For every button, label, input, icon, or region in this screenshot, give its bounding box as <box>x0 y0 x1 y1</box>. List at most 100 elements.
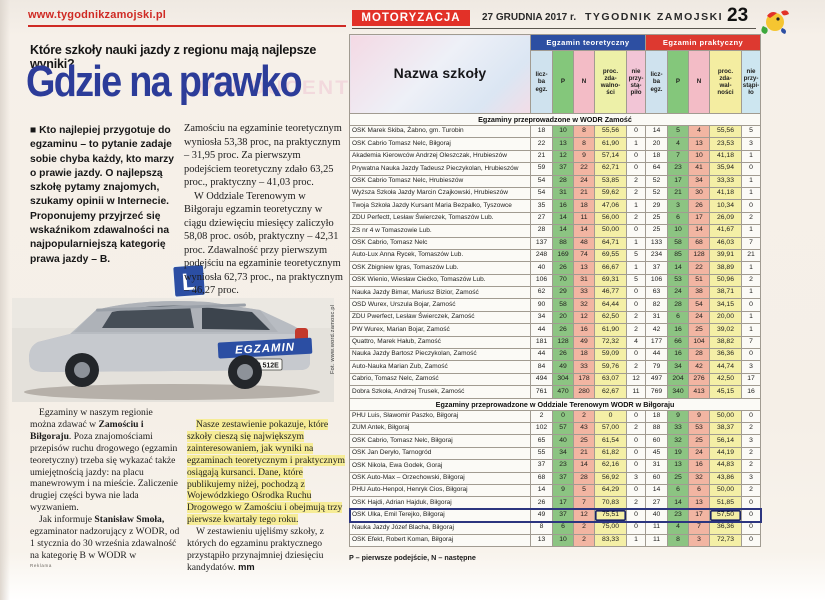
value-cell: 35 <box>530 199 553 213</box>
value-cell: 12 <box>573 508 595 523</box>
school-name: OSK Efekt, Robert Koman, Biłgoraj <box>349 533 531 547</box>
value-cell: 25 <box>688 434 710 448</box>
value-cell: 27 <box>530 211 553 226</box>
school-name: Cabrio, Tomasz Nelc, Zamość <box>349 372 531 387</box>
value-cell: 25 <box>667 471 689 485</box>
value-cell: 14 <box>667 261 689 275</box>
value-cell: 1 <box>740 149 762 164</box>
value-cell: 63 <box>645 286 668 300</box>
value-cell: 13 <box>573 261 595 275</box>
value-cell: 6 <box>667 310 689 325</box>
value-cell: 56,92 <box>594 471 627 485</box>
value-cell: 1 <box>740 186 762 201</box>
section-banner: MOTORYZACJA <box>352 10 470 26</box>
value-cell: 3 <box>740 137 762 151</box>
school-name: PHU Auto-Henpol, Henryk Cios, Biłgoraj <box>349 483 531 498</box>
value-cell: 35,94 <box>709 162 742 176</box>
value-cell: 59 <box>530 162 553 176</box>
value-cell: 30 <box>688 186 710 201</box>
value-cell: 14 <box>645 483 668 498</box>
col-header-practical-pass: P <box>667 50 689 114</box>
school-name: Auto-Lux Anna Rycek, Tomaszów Lub. <box>349 248 531 263</box>
value-cell: 128 <box>688 248 710 263</box>
value-cell: 38,71 <box>709 286 742 300</box>
value-cell: 14 <box>667 496 689 510</box>
value-cell: 11 <box>645 533 668 547</box>
value-cell: 40 <box>530 261 553 275</box>
school-name: OSK Auto-Max – Orzechowski, Biłgoraj <box>349 471 531 485</box>
value-cell: 0 <box>626 162 646 176</box>
value-cell: 57,00 <box>594 421 627 436</box>
value-cell: 0 <box>626 224 646 238</box>
value-cell: 26 <box>688 199 710 213</box>
value-cell: 55,56 <box>709 124 742 139</box>
value-cell: 16 <box>573 323 595 337</box>
value-cell: 2 <box>740 421 762 436</box>
value-cell: 29 <box>645 199 668 213</box>
school-name: Prywatna Nauka Jazdy Tadeusz Pieczykolan… <box>349 162 531 176</box>
paragraph: Jak informuje Stanisław Smoła, egzaminat… <box>30 514 180 561</box>
school-name: Twoja Szkoła Jazdy Kursant Maria Bezpalk… <box>349 199 531 213</box>
value-cell: 3 <box>688 533 710 547</box>
value-cell: 14 <box>552 211 574 226</box>
value-cell: 0 <box>626 124 646 139</box>
value-cell: 64 <box>645 162 668 176</box>
page-number: 23 <box>727 5 749 26</box>
school-name: OSK Cabrio Tomasz Nelc, Hrubieszów <box>349 174 531 188</box>
value-cell: 17 <box>667 174 689 188</box>
value-cell: 9 <box>667 409 689 424</box>
value-cell: 33 <box>573 360 595 374</box>
school-name: OSK Wienio, Wiesław Ciećko, Tomaszów Lub… <box>349 273 531 288</box>
value-cell: 8 <box>573 137 595 151</box>
red-rule <box>28 25 346 27</box>
school-name: PW Wurex, Marian Bojar, Zamość <box>349 323 531 337</box>
value-cell: 45,15 <box>709 385 742 399</box>
school-name: OSK Zbigniew Igras, Tomaszów Lub. <box>349 261 531 275</box>
table-row: PW Wurex, Marian Bojar, Zamość 44 26 16 61,9… <box>349 323 762 337</box>
value-cell: 44,19 <box>709 446 742 461</box>
value-cell: 0 <box>740 496 762 510</box>
showthrough-ghost-text: PRODUCENT <box>198 78 351 99</box>
value-cell: 17 <box>688 211 710 226</box>
value-cell: 21 <box>667 186 689 201</box>
section-header-row: Egzaminy przeprowadzone w Oddziale Teren… <box>348 397 762 411</box>
value-cell: 106 <box>645 273 668 288</box>
value-cell: 23,53 <box>709 137 742 151</box>
value-cell: 11 <box>573 211 595 226</box>
value-cell: 53 <box>688 421 710 436</box>
school-name: OSK Cabrio, Tomasz Nelc <box>349 236 531 250</box>
value-cell: 2 <box>626 310 646 325</box>
value-cell: 181 <box>530 335 553 350</box>
results-table: Nazwa szkoły Egzamin teoretyczny Egzamin… <box>348 34 762 547</box>
value-cell: 2 <box>626 421 646 436</box>
value-cell: 20 <box>645 137 668 151</box>
practical-group-header: Egzamin praktyczny <box>644 34 762 51</box>
value-cell: 44 <box>645 348 668 362</box>
school-name: ZUM Antek, Biłgoraj <box>349 421 531 436</box>
paragraph: Zamościu na egzaminie teoretycznym wynio… <box>184 123 342 188</box>
value-cell: 60 <box>645 471 668 485</box>
value-cell: 88 <box>552 236 574 250</box>
col-header-theory-noshow: nie przy- stą- piło <box>626 50 646 114</box>
value-cell: 57,50 <box>709 508 742 523</box>
table-row: OSK Cabrio Tomasz Nelc, Biłgoraj 22 13 8 61,… <box>349 137 762 151</box>
value-cell: 26 <box>552 261 574 275</box>
value-cell: 42 <box>688 360 710 374</box>
value-cell: 79 <box>645 360 668 374</box>
value-cell: 53 <box>667 273 689 288</box>
value-cell: 59,09 <box>594 348 627 362</box>
mascot-logo-icon <box>761 10 789 34</box>
reklama-label: Reklama <box>30 563 52 568</box>
value-cell: 2 <box>740 483 762 498</box>
table-row: PHU Luis, Sławomir Paszko, Biłgoraj 2 0 2 0 0… <box>349 409 762 424</box>
value-cell: 0 <box>626 286 646 300</box>
value-cell: 50,00 <box>709 483 742 498</box>
value-cell: 62,67 <box>594 385 627 399</box>
school-name: OSK Ulka, Emil Terejko, Biłgoraj <box>349 508 531 523</box>
value-cell: 38,89 <box>709 261 742 275</box>
value-cell: 0 <box>626 434 646 448</box>
value-cell: 10 <box>552 124 574 139</box>
value-cell: 29 <box>552 286 574 300</box>
value-cell: 234 <box>645 248 668 263</box>
school-name: OSK Marek Skiba, Żabno, gm. Turobin <box>349 124 531 139</box>
